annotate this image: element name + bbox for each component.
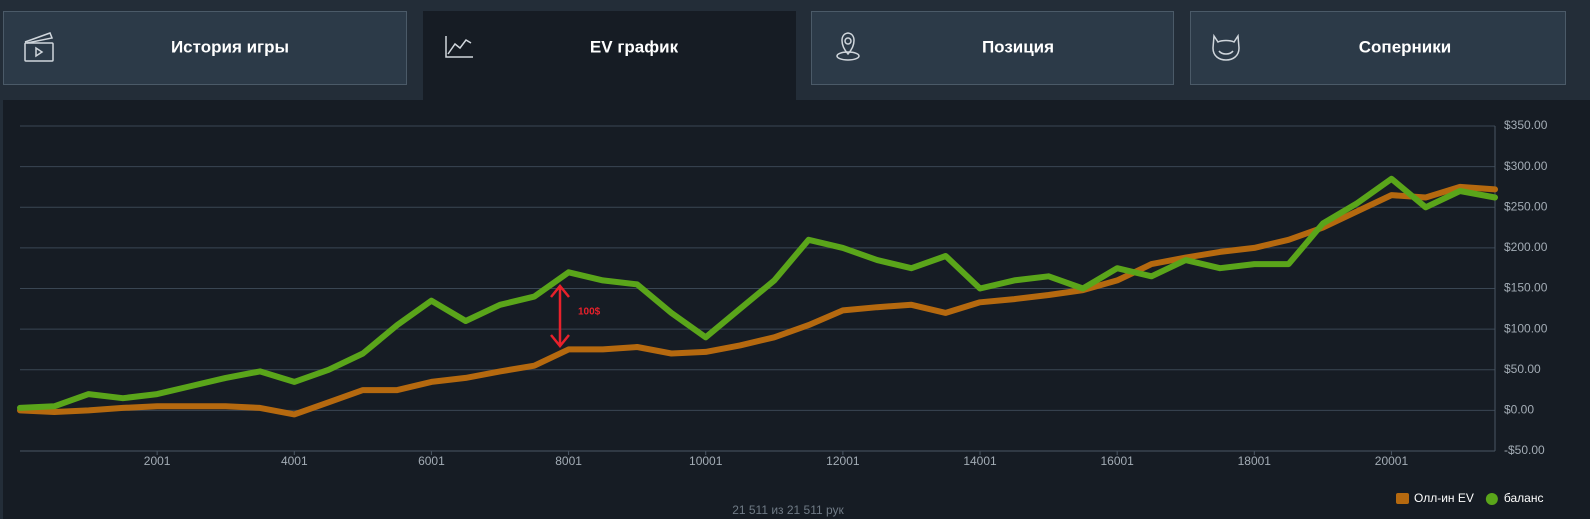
legend-marker	[1485, 493, 1498, 505]
y-tick-label: $0.00	[1504, 403, 1534, 417]
tab-box[interactable]	[3, 11, 407, 85]
y-tick-label: $200.00	[1504, 240, 1548, 254]
x-tick-label: 12001	[826, 454, 860, 468]
chart-panel	[3, 100, 1590, 519]
x-tick-label: 20001	[1375, 454, 1409, 468]
tab[interactable]: Позиция	[811, 11, 1174, 85]
tab-icon	[24, 32, 54, 62]
y-tick-label: $100.00	[1504, 321, 1548, 335]
y-tick-label: $50.00	[1504, 362, 1541, 376]
annotation-arrow	[550, 284, 570, 348]
x-tick-label: 18001	[1238, 454, 1272, 468]
y-tick-label: $350.00	[1504, 118, 1548, 132]
y-tick-label: $150.00	[1504, 281, 1548, 295]
tab-box[interactable]	[811, 11, 1174, 85]
x-tick-label: 14001	[963, 454, 997, 468]
x-tick-label: 4001	[281, 454, 308, 468]
x-tick-label: 6001	[418, 454, 445, 468]
x-tick-label: 8001	[555, 454, 582, 468]
y-tick-label: $250.00	[1504, 199, 1548, 213]
y-tick-label: -$50.00	[1504, 443, 1545, 457]
x-tick-label: 16001	[1100, 454, 1134, 468]
plot: -$50.00 $0.00 $50.00 $100.00 $150.00 $200.00 $…	[17, 118, 1548, 468]
tab-icon	[836, 32, 860, 61]
x-tick-label: 2001	[144, 454, 171, 468]
annotation: 100$	[578, 307, 601, 318]
tab-label[interactable]: EV график	[590, 37, 679, 56]
tab-label[interactable]: Соперники	[1359, 37, 1451, 56]
legend-label: баланс	[1504, 491, 1544, 505]
x-tick-label: 10001	[689, 454, 723, 468]
tab-box-active[interactable]	[423, 11, 796, 101]
tab-icon	[1212, 33, 1240, 61]
legend-marker	[1396, 493, 1409, 504]
tab-label[interactable]: История игры	[171, 37, 289, 56]
tab-label[interactable]: Позиция	[982, 37, 1054, 56]
tab[interactable]: Соперники	[1190, 11, 1566, 85]
series-line	[17, 183, 1498, 418]
tab[interactable]: EV график	[423, 11, 796, 101]
legend-label: Олл-ин EV	[1414, 491, 1474, 505]
footer: 21 511 из 21 511 рук	[732, 503, 844, 517]
tab-box[interactable]	[1190, 11, 1566, 85]
tab-icon	[445, 36, 473, 58]
y-tick-label: $300.00	[1504, 159, 1548, 173]
tab[interactable]: История игры	[3, 11, 407, 85]
series-line	[17, 175, 1498, 411]
